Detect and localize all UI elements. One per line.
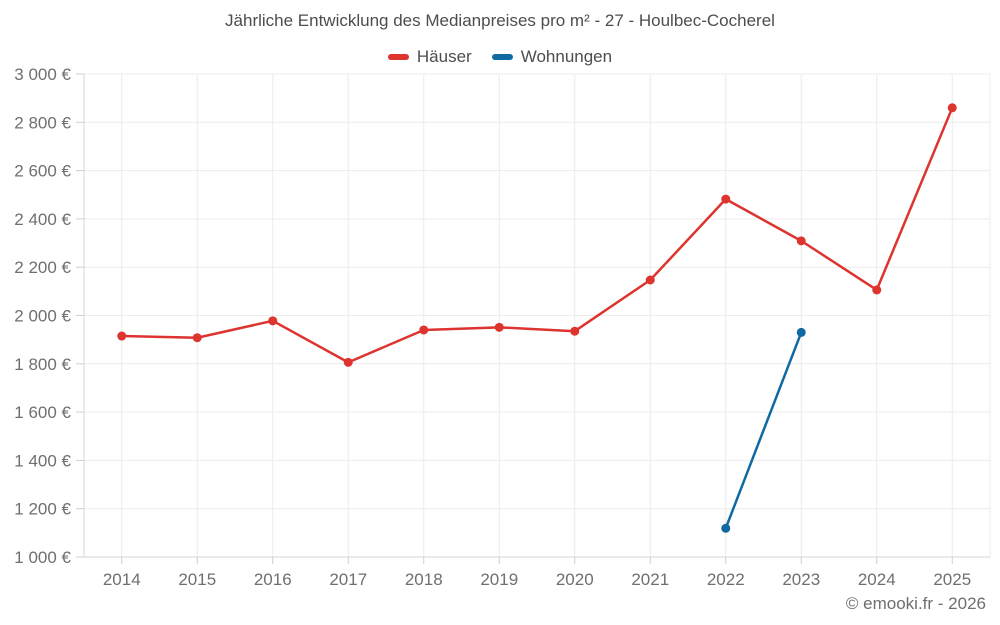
y-tick-label: 1 800 € [14, 355, 71, 374]
data-point-hauser [570, 326, 580, 336]
data-point-hauser [872, 285, 882, 295]
y-tick-label: 2 400 € [14, 210, 71, 229]
horizontal-gridlines [84, 73, 990, 510]
tick-marks [76, 73, 953, 564]
series-line-wohnungen [724, 331, 803, 530]
y-tick-label: 1 000 € [14, 548, 71, 567]
series-group [117, 103, 957, 533]
legend-item-hauser[interactable]: Häuser [387, 47, 472, 67]
x-tick-label: 2018 [405, 570, 443, 589]
data-point-hauser [645, 275, 655, 285]
x-tick-label: 2019 [480, 570, 518, 589]
data-point-wohnungen [721, 523, 731, 533]
y-tick-label: 2 000 € [14, 307, 71, 326]
x-tick-label: 2024 [858, 570, 896, 589]
x-tick-label: 2022 [707, 570, 745, 589]
y-tick-label: 2 800 € [14, 113, 71, 132]
data-point-hauser [343, 357, 353, 367]
data-point-hauser [117, 331, 127, 341]
series-hauser [117, 103, 957, 367]
data-point-hauser [419, 325, 429, 335]
x-tick-label: 2016 [254, 570, 292, 589]
y-tick-label: 3 000 € [14, 65, 71, 84]
x-tick-label: 2015 [178, 570, 216, 589]
y-tick-label: 2 600 € [14, 162, 71, 181]
series-line-hauser [120, 106, 954, 364]
data-point-hauser [947, 103, 957, 113]
y-tick-label: 1 200 € [14, 500, 71, 519]
x-tick-label: 2023 [782, 570, 820, 589]
legend-marker-wohnungen-icon [491, 54, 513, 60]
y-tick-label: 1 400 € [14, 451, 71, 470]
chart-title: Jährliche Entwicklung des Medianpreises … [225, 11, 775, 30]
data-point-hauser [796, 236, 806, 246]
data-point-wohnungen [796, 327, 806, 337]
data-point-hauser [721, 194, 731, 204]
legend-label-hauser: Häuser [416, 47, 472, 66]
y-tick-label: 2 200 € [14, 258, 71, 277]
legend-label-wohnungen: Wohnungen [520, 47, 613, 66]
legend-item-wohnungen[interactable]: Wohnungen [491, 47, 613, 67]
chart-legend: Häuser Wohnungen [0, 47, 1000, 67]
data-point-hauser [494, 322, 504, 332]
series-wohnungen [721, 327, 806, 533]
data-point-hauser [268, 316, 278, 326]
x-tick-label: 2014 [103, 570, 141, 589]
copyright-text: © emooki.fr - 2026 [845, 594, 986, 613]
x-tick-label: 2025 [933, 570, 971, 589]
x-tick-label: 2020 [556, 570, 594, 589]
y-tick-label: 1 600 € [14, 403, 71, 422]
axis-labels: 1 000 € 1 200 € 1 400 € 1 600 € 1 800 € 2 000… [14, 65, 971, 589]
x-tick-label: 2021 [631, 570, 669, 589]
x-tick-label: 2017 [329, 570, 367, 589]
data-point-hauser [192, 333, 202, 343]
legend-marker-hauser-icon [387, 54, 409, 60]
